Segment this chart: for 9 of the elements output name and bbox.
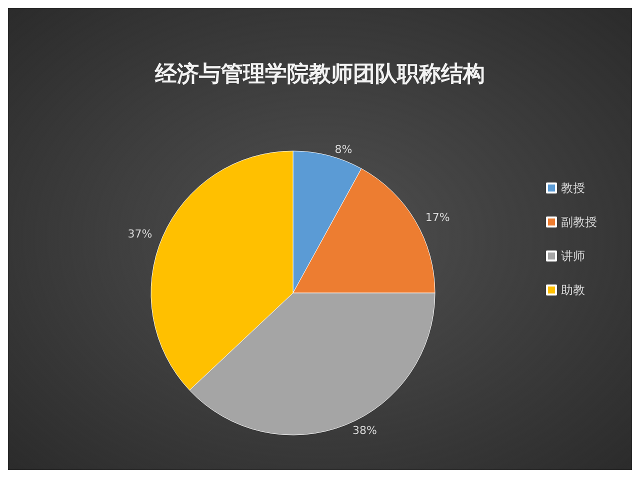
data-label: 38%: [352, 424, 377, 438]
legend-label: 讲师: [561, 249, 585, 263]
legend-label: 助教: [561, 283, 585, 297]
legend-label: 副教授: [561, 215, 597, 229]
data-label: 37%: [128, 228, 152, 241]
data-label: 8%: [334, 143, 352, 156]
data-label: 17%: [425, 211, 450, 224]
chart-title: 经济与管理学院教师团队职称结构: [154, 61, 485, 87]
legend-label: 教授: [561, 181, 585, 195]
